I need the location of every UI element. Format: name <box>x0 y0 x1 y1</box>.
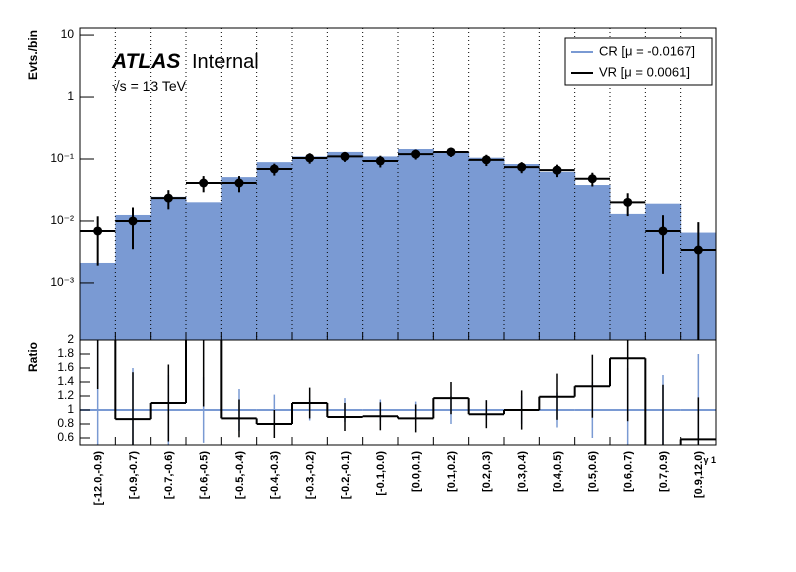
x-tick-label: [-0.5,-0.4) <box>234 451 246 500</box>
data-point <box>269 164 279 174</box>
histogram-bar <box>256 162 293 340</box>
y-tick-label: 10 <box>61 27 75 41</box>
data-point <box>163 193 173 203</box>
x-tick-label: [-0.2,-0.1) <box>340 451 352 500</box>
histogram-bar <box>574 185 611 340</box>
legend-label: CR [μ = -0.0167] <box>599 43 695 58</box>
y-tick-label: 1 <box>67 89 74 103</box>
x-tick-label: [0.6,0.7) <box>623 451 635 492</box>
ratio-y-tick-label: 1.8 <box>57 346 74 360</box>
x-tick-label: [-0.7,-0.6) <box>163 451 175 500</box>
data-point <box>623 197 633 207</box>
data-point <box>587 174 597 184</box>
x-tick-label: [0.9,12.0) <box>693 451 705 498</box>
data-point <box>693 245 703 255</box>
x-tick-label: [-0.3,-0.2) <box>305 451 317 500</box>
histogram-bar <box>468 157 505 340</box>
data-point <box>305 153 315 163</box>
ratio-y-tick-label: 1 <box>67 402 74 416</box>
ratio-axis-title: Ratio <box>26 342 40 372</box>
data-point <box>552 165 562 175</box>
ratio-y-tick-label: 0.8 <box>57 416 74 430</box>
x-tick-label: [0.1,0.2) <box>446 451 458 492</box>
data-point <box>517 162 527 172</box>
x-axis-title: γ 1 <box>703 455 716 465</box>
x-tick-label: [-0.4,-0.3) <box>269 451 281 500</box>
histogram-bar <box>610 213 646 340</box>
histogram-bar <box>398 148 434 340</box>
y-tick-label: 10⁻² <box>50 213 74 227</box>
ratio-y-tick-label: 1.4 <box>57 374 74 388</box>
ratio-y-tick-label: 0.6 <box>57 430 74 444</box>
data-point <box>93 226 103 236</box>
data-point <box>411 149 421 159</box>
histogram-bar <box>433 152 470 340</box>
histogram-bar <box>221 177 258 340</box>
y-tick-label: 10⁻¹ <box>50 151 74 165</box>
data-point <box>481 155 491 165</box>
x-tick-label: [-0.1,0.0) <box>375 451 387 496</box>
histogram-bar <box>504 164 540 340</box>
histogram-bar <box>186 202 222 340</box>
data-point <box>234 178 244 188</box>
x-tick-label: [-0.9,-0.7) <box>128 451 140 500</box>
x-tick-label: [-0.6,-0.5) <box>199 451 211 500</box>
data-point <box>128 216 138 226</box>
data-point <box>375 156 385 166</box>
x-tick-label: [0.2,0.3) <box>481 451 493 492</box>
data-point <box>446 147 456 157</box>
ratio-frame <box>79 339 717 446</box>
histogram-bar <box>327 151 364 340</box>
atlas-label: ATLAS <box>111 50 180 73</box>
top-plot-area <box>80 28 716 340</box>
data-point <box>658 226 668 236</box>
histogram-bar <box>292 156 328 340</box>
histogram-bar <box>539 171 576 340</box>
x-tick-label: [0.5,0.6) <box>587 451 599 492</box>
histogram-bar <box>80 262 116 340</box>
x-tick-label: [0.4,0.5) <box>552 451 564 492</box>
legend: CR [μ = -0.0167] VR [μ = 0.0061] <box>564 37 713 86</box>
ratio-y-tick-label: 1.6 <box>57 360 74 374</box>
histogram-bar <box>362 156 399 340</box>
data-point <box>340 151 350 161</box>
internal-label: Internal <box>192 51 259 73</box>
ratio-y-tick-label: 1.2 <box>57 388 74 402</box>
y-axis-title: Evts./bin <box>26 30 40 80</box>
x-tick-label: [0.7,0.9) <box>658 451 670 492</box>
data-point <box>199 178 209 188</box>
y-tick-label: 10⁻³ <box>50 275 74 289</box>
axes: 10⁻³10⁻²10⁻¹1100.60.811.21.41.61.82[-12.… <box>50 27 717 506</box>
energy-label: √s = 13 TeV <box>112 78 187 94</box>
x-tick-label: [0.3,0.4) <box>517 451 529 492</box>
x-tick-label: [0.0,0.1) <box>411 451 423 492</box>
ratio-plot-area <box>80 340 716 445</box>
legend-box <box>564 37 713 86</box>
x-tick-label: [-12.0,-0.9) <box>93 451 105 506</box>
histogram-bar <box>150 196 187 340</box>
ratio-y-tick-label: 2 <box>67 332 74 346</box>
legend-label: VR [μ = 0.0061] <box>599 64 690 79</box>
